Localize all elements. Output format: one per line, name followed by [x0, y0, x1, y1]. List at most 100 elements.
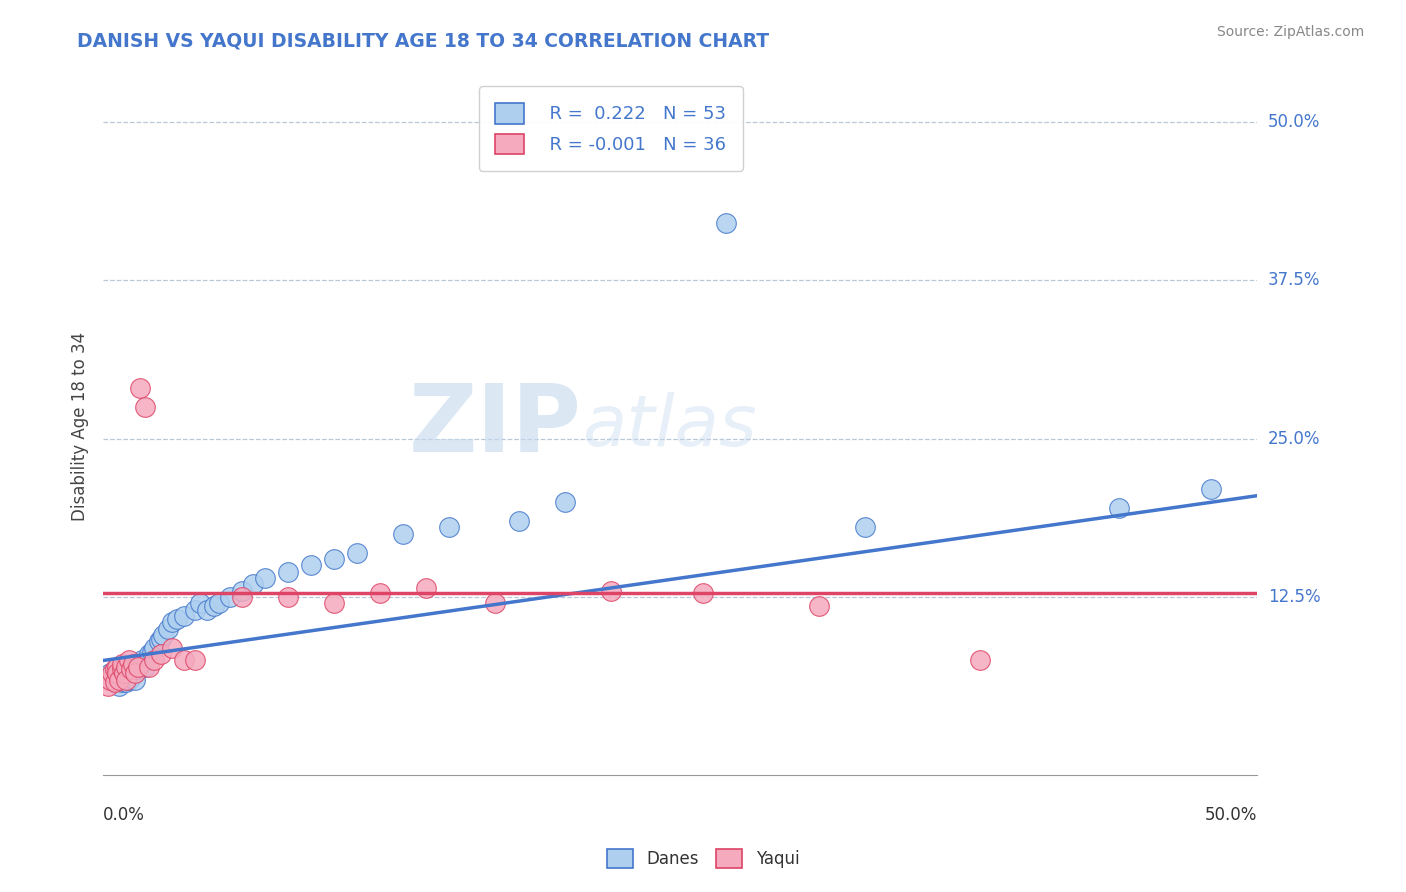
Point	[242, 577, 264, 591]
Point	[115, 662, 138, 676]
Point	[142, 640, 165, 655]
Legend: Danes, Yaqui: Danes, Yaqui	[600, 842, 806, 875]
Point	[149, 632, 172, 646]
Point	[322, 552, 344, 566]
Point	[112, 666, 135, 681]
Text: 50.0%: 50.0%	[1268, 112, 1320, 131]
Point	[202, 599, 225, 613]
Y-axis label: Disability Age 18 to 34: Disability Age 18 to 34	[72, 332, 89, 521]
Text: DANISH VS YAQUI DISABILITY AGE 18 TO 34 CORRELATION CHART: DANISH VS YAQUI DISABILITY AGE 18 TO 34 …	[77, 31, 769, 50]
Point	[104, 662, 127, 676]
Point	[253, 571, 276, 585]
Point	[110, 657, 132, 672]
Point	[120, 662, 142, 676]
Point	[105, 660, 128, 674]
Point	[110, 662, 132, 676]
Point	[415, 581, 437, 595]
Point	[188, 597, 211, 611]
Point	[173, 609, 195, 624]
Point	[108, 673, 131, 687]
Point	[124, 666, 146, 681]
Point	[138, 660, 160, 674]
Point	[98, 666, 121, 681]
Point	[129, 381, 152, 395]
Point	[207, 597, 229, 611]
Point	[122, 660, 145, 674]
Point	[166, 612, 188, 626]
Point	[112, 673, 135, 687]
Point	[112, 666, 135, 681]
Point	[969, 653, 991, 667]
Point	[1199, 483, 1222, 497]
Point	[138, 647, 160, 661]
Point	[129, 657, 152, 672]
Point	[101, 666, 124, 681]
Point	[508, 514, 530, 528]
Point	[148, 634, 170, 648]
Point	[162, 615, 184, 630]
Point	[127, 662, 149, 676]
Point	[277, 565, 299, 579]
Point	[184, 653, 207, 667]
Point	[115, 675, 138, 690]
Point	[110, 675, 132, 690]
Point	[124, 673, 146, 687]
Point	[97, 679, 120, 693]
Point	[299, 558, 322, 573]
Point	[368, 586, 391, 600]
Text: 0.0%: 0.0%	[103, 806, 145, 824]
Point	[115, 673, 138, 687]
Point	[117, 653, 139, 667]
Point	[184, 603, 207, 617]
Point	[105, 666, 128, 681]
Text: 50.0%: 50.0%	[1205, 806, 1257, 824]
Point	[134, 400, 156, 414]
Point	[104, 675, 127, 690]
Point	[142, 653, 165, 667]
Point	[277, 590, 299, 604]
Point	[127, 660, 149, 674]
Legend:   R =  0.222   N = 53,   R = -0.001   N = 36: R = 0.222 N = 53, R = -0.001 N = 36	[479, 87, 742, 170]
Point	[134, 660, 156, 674]
Point	[136, 653, 159, 667]
Text: atlas: atlas	[582, 392, 756, 460]
Point	[98, 673, 121, 687]
Point	[156, 622, 179, 636]
Point	[120, 670, 142, 684]
Point	[152, 628, 174, 642]
Point	[853, 520, 876, 534]
Point	[1108, 501, 1130, 516]
Point	[346, 546, 368, 560]
Point	[122, 666, 145, 681]
Point	[149, 647, 172, 661]
Point	[162, 640, 184, 655]
Text: ZIP: ZIP	[409, 380, 582, 472]
Point	[231, 583, 253, 598]
Point	[117, 669, 139, 683]
Point	[195, 603, 218, 617]
Point	[110, 670, 132, 684]
Point	[117, 673, 139, 687]
Text: 25.0%: 25.0%	[1268, 430, 1320, 448]
Text: Source: ZipAtlas.com: Source: ZipAtlas.com	[1216, 25, 1364, 39]
Point	[231, 590, 253, 604]
Point	[716, 216, 738, 230]
Point	[439, 520, 461, 534]
Point	[807, 599, 830, 613]
Point	[108, 679, 131, 693]
Point	[131, 653, 153, 667]
Text: 37.5%: 37.5%	[1268, 271, 1320, 289]
Point	[173, 653, 195, 667]
Point	[141, 645, 163, 659]
Point	[554, 495, 576, 509]
Point	[322, 597, 344, 611]
Text: 12.5%: 12.5%	[1268, 588, 1320, 607]
Point	[599, 583, 621, 598]
Point	[122, 657, 145, 672]
Point	[484, 597, 506, 611]
Point	[219, 590, 242, 604]
Point	[115, 660, 138, 674]
Point	[692, 586, 714, 600]
Point	[120, 662, 142, 676]
Point	[105, 662, 128, 676]
